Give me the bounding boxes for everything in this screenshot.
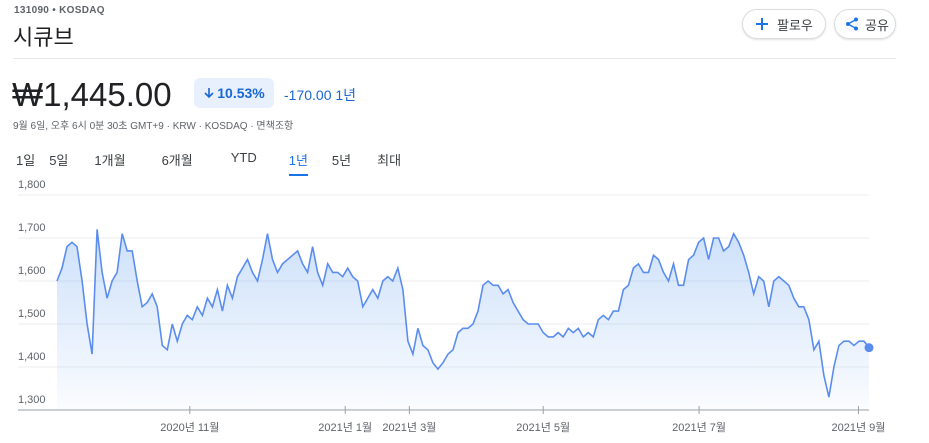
change-value: -170.00	[284, 87, 332, 103]
range-tab[interactable]: YTD	[230, 150, 257, 165]
range-tab[interactable]: 5일	[49, 153, 69, 168]
range-tab[interactable]: 최대	[377, 153, 402, 168]
change-badge: 10.53%	[194, 78, 274, 108]
x-tick-label: 2021년 1월	[318, 421, 372, 434]
divider	[13, 58, 896, 59]
range-tabs: 1일 5일 1개월 6개월 YTD 1년 5년 최대	[12, 150, 401, 176]
x-tick-label: 2021년 5월	[516, 421, 570, 434]
button-label: 공유	[865, 17, 889, 33]
share-button[interactable]: 공유	[834, 9, 896, 39]
x-tick-label: 2020년 11월	[160, 421, 219, 434]
price: ₩1,445.00	[12, 76, 172, 113]
y-tick-label: 1,500	[18, 308, 46, 320]
range-tab[interactable]: 5년	[331, 153, 352, 168]
follow-button[interactable]: 팔로우	[742, 9, 826, 39]
range-tab[interactable]: 1일	[16, 153, 36, 168]
plus-icon	[756, 18, 768, 30]
share-icon	[846, 17, 858, 31]
y-tick-label: 1,400	[18, 351, 46, 363]
area	[57, 229, 869, 410]
change-period: 1년	[335, 87, 357, 103]
x-tick-label: 2021년 9월	[832, 421, 886, 434]
button-label: 팔로우	[777, 17, 813, 33]
range-tab[interactable]: 6개월	[161, 153, 193, 168]
x-tick-label: 2021년 7월	[672, 421, 726, 434]
y-tick-label: 1,300	[18, 394, 46, 406]
range-tab[interactable]: 1년	[288, 150, 308, 176]
last-point	[864, 343, 874, 353]
ticker: 131090 • KOSDAQ	[14, 5, 105, 16]
y-tick-label: 1,700	[18, 222, 46, 234]
timestamp: 9월 6일, 오후 6시 0분 30초 GMT+9 · KRW · KOSDAQ…	[13, 121, 294, 132]
x-tick-label: 2021년 3월	[382, 421, 436, 434]
range-tab[interactable]: 1개월	[94, 153, 126, 168]
change-percent: 10.53%	[217, 85, 265, 101]
change: -170.00 1년	[284, 85, 356, 105]
down-arrow	[204, 88, 214, 99]
stock-name: 시큐브	[13, 25, 74, 50]
y-tick-label: 1,800	[18, 179, 46, 191]
line	[56, 229, 870, 398]
y-tick-label: 1,600	[18, 265, 46, 277]
